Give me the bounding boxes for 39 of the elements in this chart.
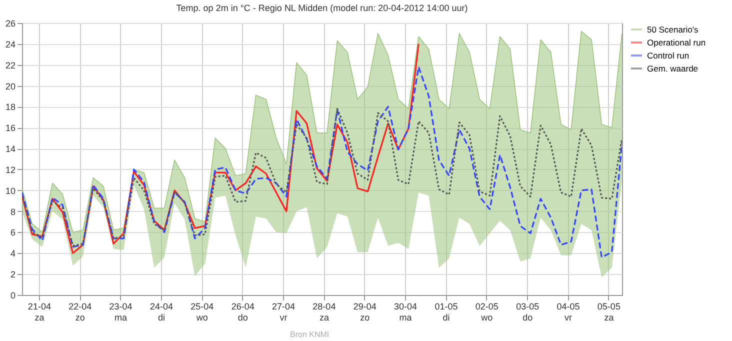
y-tick-label: 6 xyxy=(10,228,16,238)
y-tick-label: 18 xyxy=(5,102,16,112)
legend-label: Control run xyxy=(647,50,690,60)
y-tick-label: 22 xyxy=(5,60,16,70)
x-tick-label: 29-04 zo xyxy=(353,302,376,322)
x-tick-label: 27-04 vr xyxy=(272,302,296,322)
y-tick-label: 26 xyxy=(5,18,16,28)
y-tick-label: 10 xyxy=(5,186,16,196)
x-tick-label: 04-05 vr xyxy=(556,302,580,322)
line-series xyxy=(22,66,622,258)
legend-label: Operational run xyxy=(647,38,706,48)
legend-label: Gem. waarde xyxy=(647,64,698,74)
y-tick-label: 4 xyxy=(10,248,16,259)
x-tick-label: 28-04 za xyxy=(312,302,336,322)
x-tick-label: 21-04 za xyxy=(28,302,51,322)
text: Bron KNMI xyxy=(290,330,330,339)
x-tick-label: 03-05 do xyxy=(516,302,540,322)
line-series xyxy=(22,108,622,247)
y-tick-label: 8 xyxy=(10,206,16,217)
x-tick-label: 24-04 di xyxy=(150,302,173,322)
x-tick-label: 02-05 wo xyxy=(475,302,498,322)
line-series xyxy=(22,30,622,233)
y-tick-label: 20 xyxy=(5,81,16,92)
x-tick-label: 01-05 di xyxy=(434,302,458,322)
chart-title: Temp. op 2m in °C - Regio NL Midden (model run: 20-04-2012 14:00 uur) xyxy=(176,3,468,13)
x-tick-label: 22-04 zo xyxy=(68,302,92,322)
line-series xyxy=(22,43,420,254)
y-tick-label: 24 xyxy=(5,39,16,50)
y-tick-label: 16 xyxy=(5,123,16,134)
x-tick-label: 25-04 wo xyxy=(190,302,214,322)
x-tick-label: 23-04 ma xyxy=(109,302,132,322)
y-tick-label: 2 xyxy=(10,270,16,280)
legend-label: 50 Scenario's xyxy=(647,24,698,34)
y-tick-label: 0 xyxy=(10,290,16,300)
y-tick-label: 14 xyxy=(5,144,16,154)
x-tick-label: 05-05 za xyxy=(597,302,620,322)
y-tick-label: 12 xyxy=(5,164,16,175)
x-tick-label: 30-04 ma xyxy=(394,302,418,322)
x-tick-label: 26-04 do xyxy=(231,302,254,322)
